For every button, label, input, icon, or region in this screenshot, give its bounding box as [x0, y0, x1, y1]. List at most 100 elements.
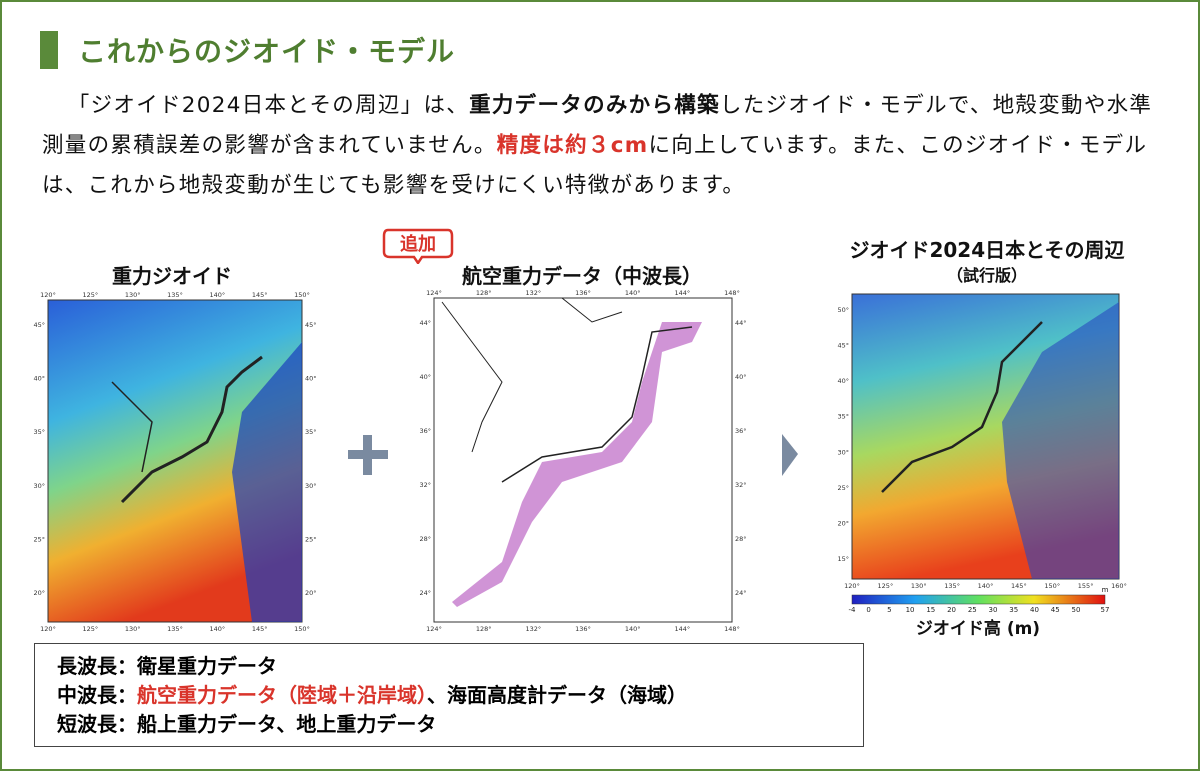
y-tick-label: 45° [33, 321, 45, 329]
badge-text: 追加 [400, 233, 436, 255]
map-right [851, 293, 1120, 605]
colorbar-tick-label: 45 [1051, 606, 1060, 614]
panel-title: ジオイド2024日本とその周辺 [849, 238, 1125, 262]
x-tick-label: 140° [625, 289, 641, 297]
y-tick-label: 50° [837, 306, 849, 314]
y-tick-label: 28° [735, 535, 747, 543]
text: 中波長： [57, 683, 137, 707]
x-tick-label: 144° [674, 625, 690, 633]
badge: 追加 [382, 228, 454, 264]
y-tick-label: 40° [419, 373, 431, 381]
map-left [47, 299, 303, 623]
y-tick-label: 30° [305, 482, 317, 490]
colorbar-tick-label: 30 [989, 606, 998, 614]
x-tick-label: 128° [476, 289, 492, 297]
y-tick-label: 36° [419, 427, 431, 435]
panel-title: 航空重力データ（中波長） [462, 264, 702, 288]
x-tick-label: 144° [674, 289, 690, 297]
title: これからのジオイド・モデル [78, 35, 456, 68]
x-tick-label: 140° [625, 625, 641, 633]
y-tick-label: 45° [305, 321, 317, 329]
x-tick-label: 148° [724, 289, 740, 297]
y-tick-label: 15° [837, 555, 849, 563]
y-tick-label: 40° [837, 377, 849, 385]
colorbar-tick-label: 15 [926, 606, 935, 614]
panel-subtitle: （試行版） [946, 266, 1027, 285]
y-tick-label: 40° [305, 375, 317, 383]
x-tick-label: 145° [1011, 582, 1027, 590]
y-tick-label: 45° [837, 341, 849, 349]
panel-title: 重力ジオイド [112, 264, 232, 288]
y-tick-label: 32° [735, 481, 747, 489]
y-tick-label: 20° [305, 589, 317, 597]
text: 「ジオイド2024日本とその周辺」は、 [67, 93, 470, 118]
x-tick-label: 120° [844, 582, 860, 590]
x-tick-label: 125° [82, 625, 98, 633]
colorbar-tick-label: 5 [887, 606, 891, 614]
x-tick-label: 145° [252, 625, 268, 633]
text-bold: 重力データのみから構築 [469, 93, 720, 118]
y-tick-label: 30° [837, 448, 849, 456]
text-red: 精度は約３cm [496, 133, 649, 158]
y-tick-label: 40° [735, 373, 747, 381]
y-tick-label: 40° [33, 375, 45, 383]
text: 、海面高度計データ（海域） [427, 683, 687, 707]
y-tick-label: 44° [735, 319, 747, 327]
x-tick-label: 150° [1044, 582, 1060, 590]
colorbar-tick-label: 25 [968, 606, 977, 614]
y-tick-label: 25° [305, 536, 317, 544]
legend-line: 長波長：衛星重力データ [57, 654, 277, 678]
y-tick-label: 35° [33, 428, 45, 436]
colorbar-label: ジオイド高 (m) [916, 618, 1040, 639]
text-red: 航空重力データ（陸域＋沿岸域） [137, 683, 427, 707]
x-tick-label: 150° [294, 291, 310, 299]
text: に向上しています。また、このジオイド・モデルは、これから地殻変動が生じても影響を… [42, 133, 1148, 198]
x-tick-label: 160° [1111, 582, 1127, 590]
x-tick-label: 125° [878, 582, 894, 590]
y-tick-label: 20° [837, 520, 849, 528]
y-tick-label: 35° [837, 413, 849, 421]
title-mark [40, 31, 58, 69]
x-tick-label: 132° [525, 289, 541, 297]
colorbar-tick-label: -4 [849, 606, 857, 614]
y-tick-label: 36° [735, 427, 747, 435]
paragraph: 「ジオイド2024日本とその周辺」は、重力データのみから構築したジオイド・モデル… [42, 86, 1164, 206]
y-tick-label: 32° [419, 481, 431, 489]
x-tick-label: 128° [476, 625, 492, 633]
colorbar-tick-label: 0 [866, 606, 870, 614]
legend-line: 短波長：船上重力データ、地上重力データ [57, 712, 437, 736]
x-tick-label: 140° [209, 625, 225, 633]
x-tick-label: 130° [125, 625, 141, 633]
colorbar-tick-label: 10 [906, 606, 915, 614]
text: したジオイド・モデルで、地殻変動や水準測量の累積誤差の影響が含まれていません。 [42, 93, 1153, 158]
title-bar: これからのジオイド・モデル [40, 30, 455, 70]
map-middle [433, 297, 733, 623]
x-tick-label: 140° [209, 291, 225, 299]
x-tick-label: 150° [294, 625, 310, 633]
x-tick-label: 120° [40, 625, 56, 633]
y-tick-label: 30° [33, 482, 45, 490]
colorbar-tick-label: 40 [1030, 606, 1039, 614]
x-tick-label: 145° [252, 291, 268, 299]
x-tick-label: 132° [525, 625, 541, 633]
y-tick-label: 25° [33, 536, 45, 544]
x-tick-label: 130° [125, 291, 141, 299]
y-tick-label: 25° [837, 484, 849, 492]
arrow [782, 434, 798, 476]
colorbar-unit: m [1102, 586, 1109, 594]
x-tick-label: 148° [724, 625, 740, 633]
x-tick-label: 124° [426, 289, 442, 297]
x-tick-label: 120° [40, 291, 56, 299]
x-tick-label: 135° [944, 582, 960, 590]
y-tick-label: 28° [419, 535, 431, 543]
y-tick-label: 44° [419, 319, 431, 327]
y-tick-label: 35° [305, 428, 317, 436]
colorbar-tick-label: 50 [1072, 606, 1081, 614]
x-tick-label: 155° [1078, 582, 1094, 590]
maps: ジオイド高 (m) 120° 120° 125° 125° 130° 130° 135° 13… [33, 289, 1127, 639]
y-tick-label: 20° [33, 589, 45, 597]
y-tick-label: 24° [419, 589, 431, 597]
colorbar-tick-label: 20 [947, 606, 956, 614]
x-tick-label: 135° [167, 625, 183, 633]
